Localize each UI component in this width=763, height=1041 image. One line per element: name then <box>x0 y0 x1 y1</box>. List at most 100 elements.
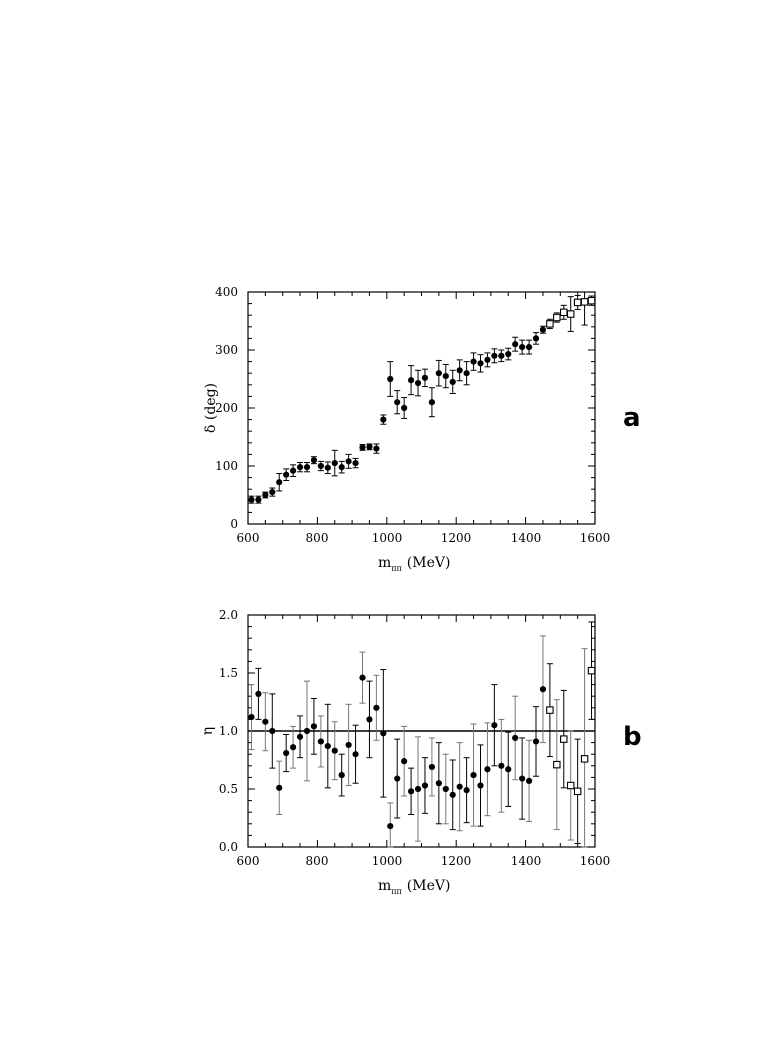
a-data-point-open <box>587 296 596 305</box>
b-data-point <box>428 763 436 771</box>
b-data-point <box>290 744 297 751</box>
panel-a-ticks <box>247 291 596 525</box>
panel-b-points <box>248 621 596 848</box>
b-data-point <box>519 775 526 782</box>
panel-a: 0 100 200 300 400 600 800 1000 1200 1400… <box>203 285 641 573</box>
a-data-point <box>456 367 463 374</box>
a-data-point <box>290 467 297 474</box>
b-data-point <box>421 782 429 789</box>
b-data-point <box>373 704 380 711</box>
a-x-axis-label-main: m <box>378 555 391 571</box>
b-data-point-open <box>573 787 582 796</box>
b-ytick-label: 2.0 <box>219 608 238 622</box>
a-data-point-open <box>553 313 561 322</box>
a-xtick-label: 1000 <box>372 531 403 545</box>
a-x-axis-label-sub: ππ <box>391 564 402 573</box>
a-data-point <box>512 341 519 348</box>
a-ytick-label: 200 <box>215 401 238 415</box>
b-data-point-open <box>587 666 596 675</box>
b-data-point-open <box>566 781 575 790</box>
a-data-point <box>407 377 415 384</box>
b-xtick-label: 600 <box>237 854 260 868</box>
a-data-point <box>248 496 255 503</box>
a-data-point <box>352 460 359 467</box>
a-data-point <box>435 370 442 377</box>
b-data-point <box>345 741 352 749</box>
b-data-point <box>435 780 442 787</box>
a-data-point <box>303 464 311 471</box>
b-data-point <box>512 734 519 742</box>
b-data-point <box>262 718 269 725</box>
b-xtick-label: 1200 <box>441 854 472 868</box>
a-data-point <box>296 464 304 471</box>
b-x-axis-label-sub: ππ <box>391 887 402 896</box>
b-data-point <box>338 771 345 779</box>
b-data-point <box>539 686 547 693</box>
a-data-point-open <box>560 308 568 317</box>
a-data-point <box>519 344 526 351</box>
a-data-point <box>532 335 540 342</box>
a-data-point <box>401 404 408 412</box>
a-data-point <box>380 416 387 423</box>
b-data-point-open <box>553 760 561 769</box>
a-xtick-label: 1600 <box>580 531 611 545</box>
b-data-point <box>296 733 304 740</box>
a-data-point <box>366 443 373 450</box>
b-data-point <box>532 738 540 745</box>
a-data-point-open <box>580 298 589 306</box>
a-xtick-label: 1400 <box>511 531 542 545</box>
b-data-point <box>380 730 387 737</box>
a-data-point <box>449 378 456 385</box>
panel-a-points <box>248 291 596 504</box>
b-x-axis-label: mππ (MeV) <box>378 878 450 896</box>
a-data-point <box>373 445 380 452</box>
a-data-point <box>255 496 262 503</box>
a-data-point <box>283 471 290 478</box>
b-data-point <box>269 727 276 735</box>
b-data-point <box>248 713 255 721</box>
b-x-axis-label-unit: (MeV) <box>407 878 451 894</box>
a-data-point <box>539 326 547 333</box>
a-y-axis-label: δ (deg) <box>203 383 219 433</box>
b-data-point-open <box>546 706 554 714</box>
b-y-axis-label: η <box>200 727 216 735</box>
b-xtick-label: 1000 <box>372 854 403 868</box>
b-xtick-label: 1400 <box>511 854 542 868</box>
a-data-point <box>470 358 477 365</box>
panel-b-xticklabels: 600 800 1000 1200 1400 1600 <box>237 854 611 868</box>
a-data-point <box>359 444 366 451</box>
a-data-point <box>505 350 512 358</box>
b-data-point <box>491 722 498 729</box>
panel-a-yticklabels: 0 100 200 300 400 <box>215 285 238 531</box>
panel-a-xticklabels: 600 800 1000 1200 1400 1600 <box>237 531 611 545</box>
a-data-point <box>324 464 331 471</box>
b-ytick-label: 0.0 <box>219 840 238 854</box>
a-data-point-open <box>573 298 582 307</box>
a-data-point <box>414 379 422 387</box>
b-data-point <box>449 791 456 798</box>
a-data-point <box>310 457 318 464</box>
a-data-point <box>428 399 436 406</box>
a-data-point <box>338 464 345 471</box>
b-data-point <box>477 782 484 789</box>
b-data-point <box>317 738 324 745</box>
b-data-point <box>505 766 512 773</box>
a-data-point-open <box>546 320 554 328</box>
b-data-point <box>401 758 408 765</box>
b-data-point <box>407 788 415 795</box>
b-data-point <box>352 751 359 758</box>
a-data-point <box>262 491 269 499</box>
a-xtick-label: 800 <box>306 531 329 545</box>
b-data-point <box>470 771 477 779</box>
b-data-point <box>498 762 505 769</box>
b-ytick-label: 1.0 <box>219 724 238 738</box>
b-xtick-label: 800 <box>306 854 329 868</box>
b-data-point-open <box>580 755 589 763</box>
b-data-point <box>331 747 338 754</box>
a-ytick-label: 100 <box>215 459 238 473</box>
b-ytick-label: 1.5 <box>219 666 238 680</box>
b-data-point-open <box>560 735 568 743</box>
a-data-point <box>477 360 484 367</box>
a-ytick-label: 0 <box>230 517 238 531</box>
b-data-point <box>394 775 401 782</box>
